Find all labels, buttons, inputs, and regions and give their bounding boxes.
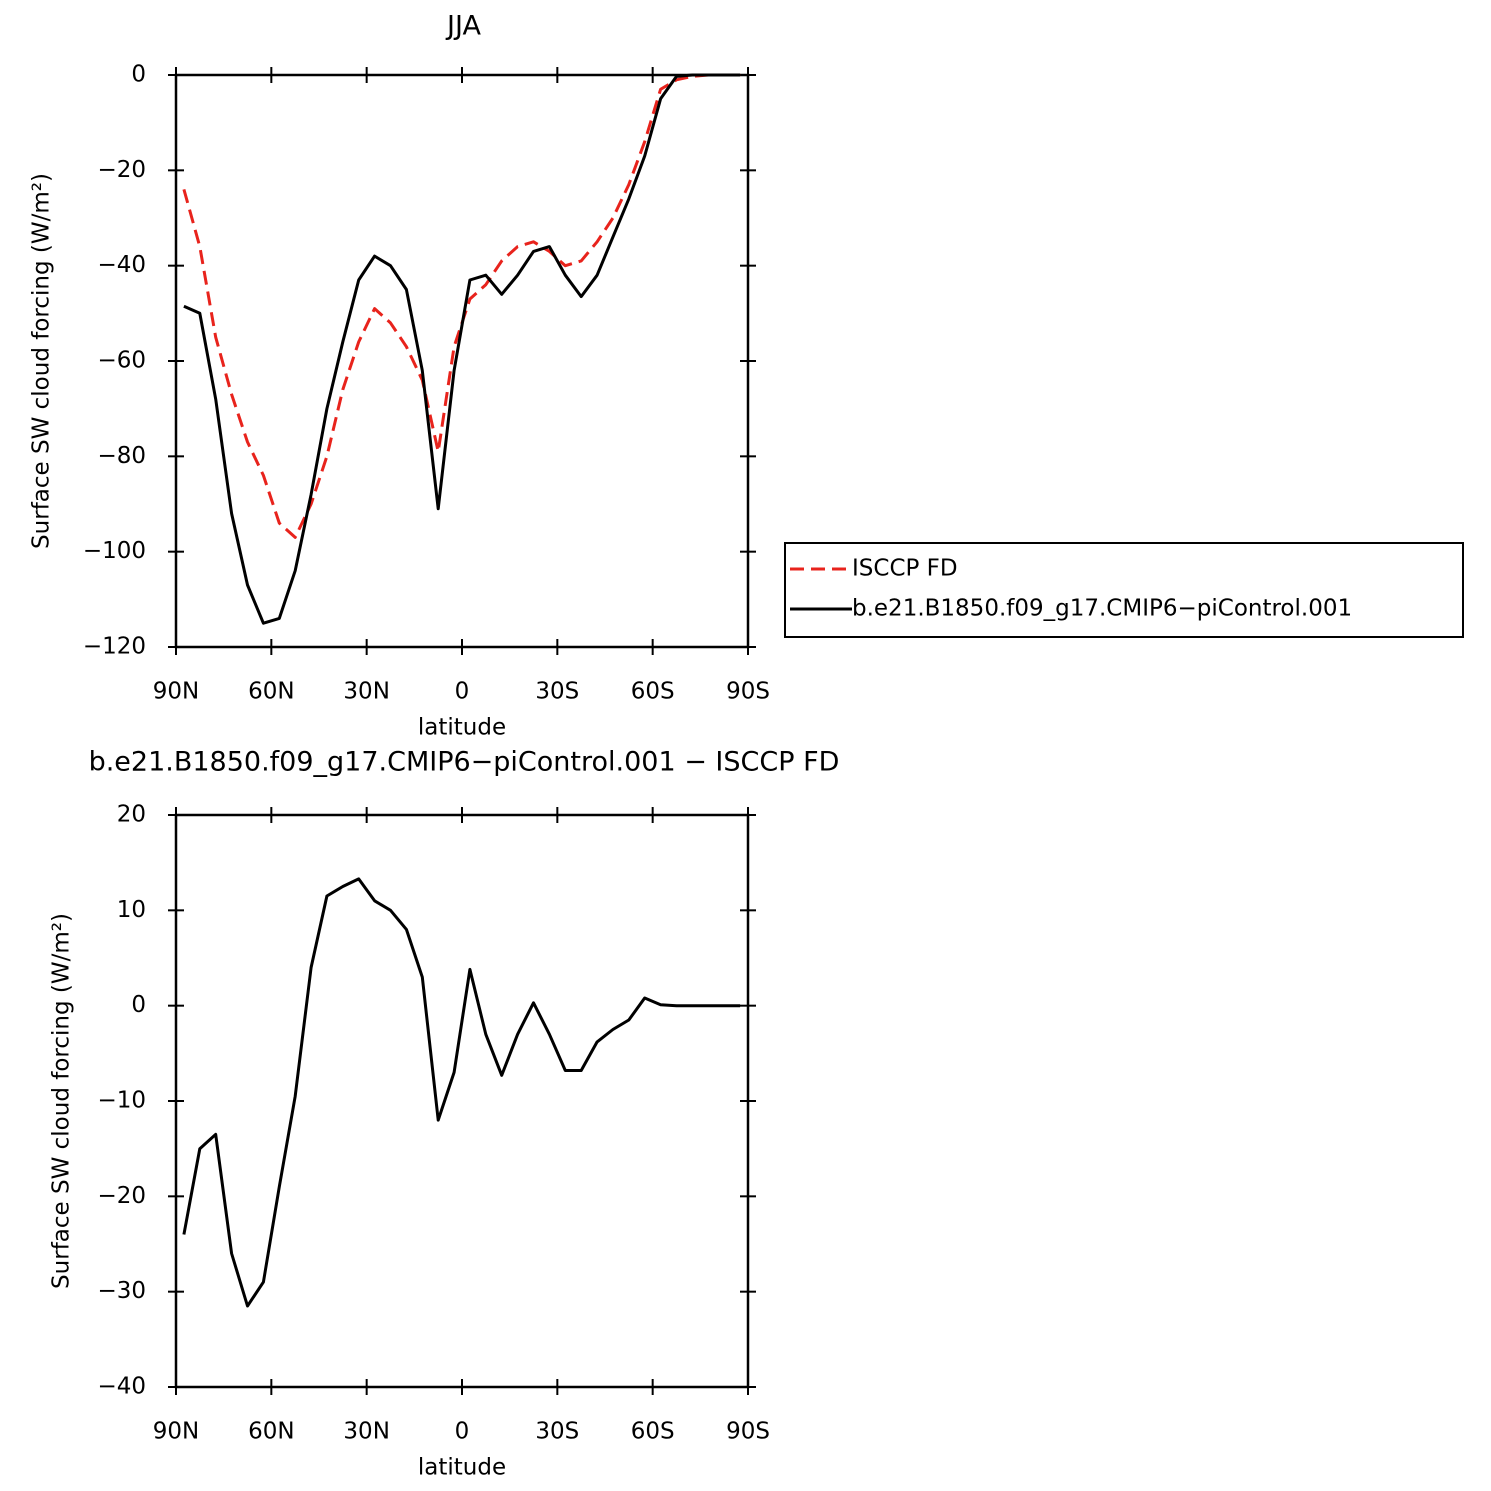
- x-tick-label: 30N: [343, 1419, 389, 1445]
- x-axis-label: latitude: [418, 1455, 506, 1481]
- chart-title: b.e21.B1850.f09_g17.CMIP6−piControl.001 …: [89, 747, 840, 778]
- y-tick-label: 20: [117, 802, 146, 828]
- x-tick-label: 90N: [153, 1419, 199, 1445]
- y-tick-label: −40: [97, 252, 146, 278]
- y-tick-label: −10: [97, 1088, 146, 1114]
- x-tick-label: 90N: [153, 679, 199, 705]
- legend-label: ISCCP FD: [852, 556, 958, 582]
- x-tick-label: 60N: [248, 1419, 294, 1445]
- legend-label: b.e21.B1850.f09_g17.CMIP6−piControl.001: [852, 596, 1352, 622]
- x-tick-label: 90S: [726, 1419, 770, 1445]
- y-tick-label: 10: [117, 897, 146, 923]
- y-tick-label: 0: [131, 62, 146, 88]
- y-tick-label: 0: [131, 992, 146, 1018]
- legend-box: [784, 542, 1464, 638]
- y-tick-label: −20: [97, 1183, 146, 1209]
- plot-frame: [174, 73, 750, 649]
- y-tick-label: −30: [97, 1278, 146, 1304]
- x-tick-label: 0: [455, 1419, 470, 1445]
- data-line: [182, 877, 741, 1308]
- y-axis-label: Surface SW cloud forcing (W/m²): [49, 913, 75, 1289]
- plot-frame: [174, 813, 750, 1389]
- y-tick-label: −60: [97, 348, 146, 374]
- x-tick-label: 60S: [631, 679, 675, 705]
- x-tick-label: 30S: [535, 1419, 579, 1445]
- x-tick-label: 30S: [535, 679, 579, 705]
- x-tick-label: 90S: [726, 679, 770, 705]
- data-line: [183, 73, 741, 625]
- y-tick-label: −20: [97, 157, 146, 183]
- x-tick-label: 0: [455, 679, 470, 705]
- y-tick-label: −80: [97, 443, 146, 469]
- y-tick-label: −120: [83, 634, 146, 660]
- y-axis-label: Surface SW cloud forcing (W/m²): [29, 173, 55, 549]
- y-tick-label: −100: [83, 538, 146, 564]
- chart-title: JJA: [445, 11, 481, 42]
- x-tick-label: 60N: [248, 679, 294, 705]
- x-axis-label: latitude: [418, 715, 506, 741]
- x-tick-label: 60S: [631, 1419, 675, 1445]
- data-line: [182, 73, 741, 539]
- y-tick-label: −40: [97, 1374, 146, 1400]
- x-tick-label: 30N: [343, 679, 389, 705]
